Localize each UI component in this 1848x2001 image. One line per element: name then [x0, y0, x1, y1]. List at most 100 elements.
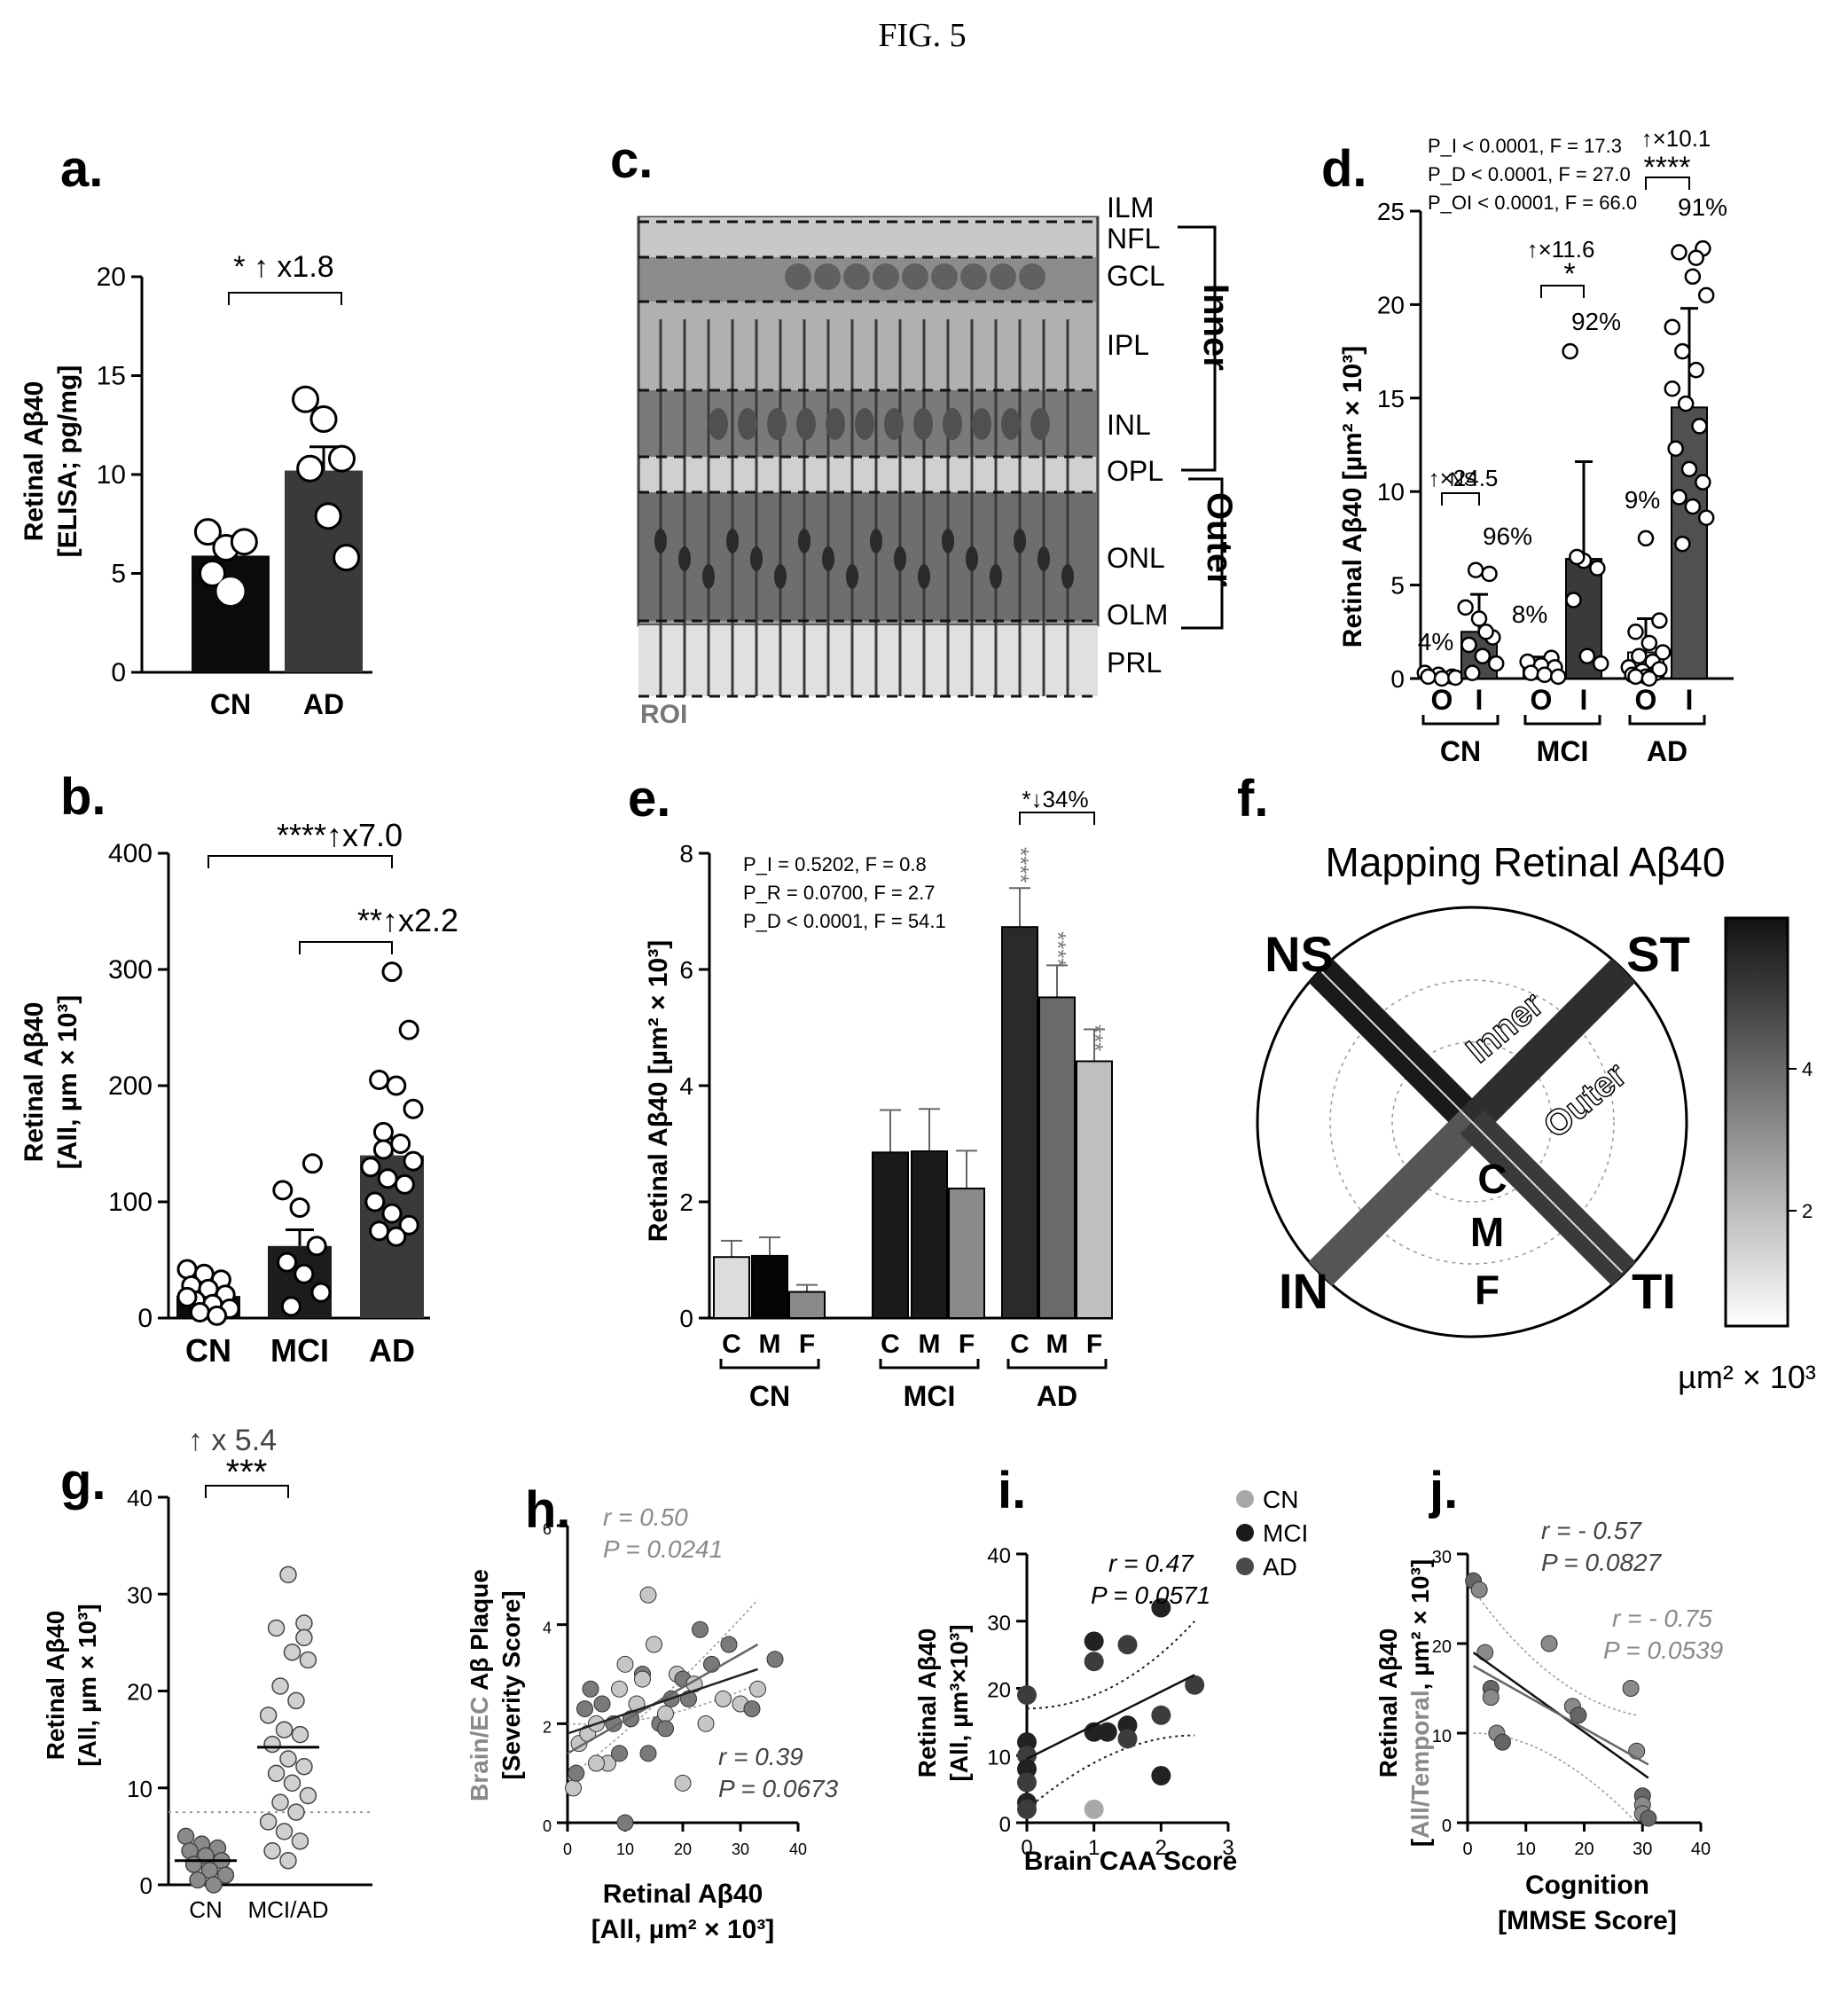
- panel-d-y-tick-label: 20: [1377, 291, 1405, 318]
- panel-b-point: [207, 1305, 228, 1326]
- panel-c-inner-bracket: [1178, 225, 1217, 472]
- panel-i-y-tick-label: 0: [999, 1813, 1011, 1837]
- panel-h-point: [593, 1695, 611, 1713]
- panel-c-layer-ilm: ILM: [1107, 192, 1154, 224]
- panel-d-point: [1592, 655, 1609, 672]
- panel-b-point: [280, 1296, 301, 1317]
- panel-j-ci-upper: [1472, 1589, 1637, 1716]
- panel-h-y-tick-label: 6: [543, 1520, 552, 1538]
- panel-b-point: [369, 1220, 390, 1242]
- panel-d-y-tick-label: 0: [1390, 665, 1405, 693]
- panel-d-fold: ↑×11.6: [1527, 236, 1595, 263]
- panel-d-point: [1684, 268, 1702, 286]
- panel-g-point: [259, 1707, 278, 1724]
- panel-b-point: [272, 1180, 294, 1201]
- panel-c-gcl-cell: [1019, 263, 1045, 290]
- panel-e-ylabel: Retinal Aβ40 [µm² × 10³]: [644, 940, 673, 1242]
- panel-d-point: [1677, 395, 1695, 412]
- panel-j-x-tick-label: 40: [1691, 1840, 1711, 1859]
- panel-h-ylabel-black: Aβ Plaque: [466, 1569, 493, 1697]
- panel-f-quadrant-ti: TI: [1632, 1263, 1676, 1319]
- panel-d-point: [1684, 498, 1702, 515]
- panel-g-point: [176, 1827, 195, 1846]
- panel-j-point: [1482, 1689, 1500, 1707]
- panel-e-group-bracket: [719, 1359, 820, 1369]
- panel-d-point: [1447, 669, 1464, 687]
- panel-i-ci-lower: [1026, 1734, 1195, 1810]
- panel-f-ring: [1329, 979, 1615, 1265]
- panel-i-x-tick-label: 2: [1155, 1836, 1167, 1860]
- panel-g-y-tick-label: 0: [140, 1872, 153, 1899]
- panel-e-sub-label: F: [1086, 1330, 1102, 1359]
- panel-c-onl-nucleus: [1061, 564, 1074, 589]
- panel-e-group-bracket: [879, 1359, 980, 1369]
- panel-i-xlabel: Brain CAA Score: [1024, 1847, 1238, 1876]
- panel-d-point: [1569, 548, 1586, 566]
- panel-c-gcl-cell: [785, 263, 811, 290]
- panel-b-point: [176, 1259, 198, 1280]
- panel-d-point: [1664, 381, 1681, 397]
- panel-i-x-tick-label: 0: [1021, 1836, 1032, 1860]
- panel-d-point: [1654, 644, 1672, 661]
- panel-d-sub-label: I: [1580, 684, 1588, 716]
- panel-h-point: [576, 1700, 593, 1718]
- panel-e-group-label: MCI: [904, 1380, 956, 1412]
- panel-d-sig: NS: [1450, 468, 1477, 490]
- panel-g-y-tick-label: 40: [127, 1485, 153, 1511]
- panel-e-sub-label: C: [722, 1330, 741, 1359]
- panel-g-fold: ↑ x 5.4: [188, 1424, 277, 1457]
- panel-g: g. Retinal Aβ40 [All, µm × 10³] 0 10 20 30 4…: [42, 1424, 372, 1923]
- panel-g-point: [189, 1871, 207, 1889]
- panel-c-inl-cell: [767, 408, 787, 440]
- panel-a-x-label: AD: [303, 688, 344, 720]
- panel-d-point: [1651, 612, 1668, 629]
- panel-c-inl-cell: [1030, 408, 1050, 440]
- panel-b-y-tick-label: 300: [108, 955, 153, 985]
- panel-d-letter: d.: [1321, 140, 1367, 198]
- panel-c-inl-cell: [709, 408, 728, 440]
- panel-i-point: [1084, 1652, 1104, 1672]
- panel-g-y-tick-label: 20: [127, 1679, 153, 1706]
- panel-f-quadrant-st: ST: [1626, 926, 1690, 982]
- panel-d-point: [1536, 666, 1554, 684]
- panel-e-sub-label: F: [799, 1330, 815, 1359]
- panel-j-ylabel-unit: [All/Temporal, µm² × 10³]: [1406, 1559, 1434, 1847]
- panel-h-ylabel-unit: [Severity Score]: [497, 1590, 525, 1779]
- panel-i-point: [1185, 1675, 1205, 1695]
- panel-g-point: [267, 1619, 286, 1637]
- panel-b-point: [381, 961, 403, 983]
- panel-c-gcl-cell: [873, 263, 899, 290]
- panel-i-y-tick-label: 30: [987, 1612, 1011, 1636]
- panel-h-point: [657, 1705, 674, 1722]
- panel-b-point: [176, 1286, 198, 1307]
- panel-f-divider: [1320, 970, 1624, 1274]
- panel-g-point: [299, 1651, 317, 1669]
- panel-i-point: [1117, 1729, 1138, 1749]
- panel-h-point: [697, 1715, 715, 1732]
- panel-f-sector-arm: [1308, 1110, 1484, 1286]
- panel-i-point: [1084, 1799, 1104, 1819]
- panel-e-stars: ****: [1007, 847, 1034, 883]
- panel-i-ylabel-unit: [All, µm³×10³]: [945, 1624, 973, 1781]
- panel-b-point: [360, 1157, 381, 1178]
- panel-d-ylabel: Retinal Aβ40 [µm² × 10³]: [1338, 346, 1367, 647]
- panel-c-inl-cell: [738, 408, 757, 440]
- panel-c-onl-nucleus: [1014, 529, 1026, 553]
- panel-d-point: [1627, 668, 1644, 686]
- panel-h-point: [720, 1636, 738, 1653]
- panel-d-group-bracket: [1523, 715, 1601, 726]
- panel-h-point: [657, 1720, 674, 1738]
- panel-c-inl-cell: [796, 408, 816, 440]
- panel-h-point: [565, 1779, 582, 1797]
- panel-a-point: [199, 560, 227, 587]
- panel-d-point: [1671, 489, 1687, 506]
- panel-b-x-label: AD: [369, 1332, 415, 1369]
- panel-d-point: [1460, 636, 1477, 654]
- panel-d-point: [1474, 647, 1492, 664]
- panel-d-pct-inner: 92%: [1571, 308, 1621, 335]
- panel-b-plot: 0 100 200 300 400 CN MCI AD ****↑x7.0 **↑x2.2: [108, 817, 458, 1369]
- panel-e-bar: [1076, 1060, 1113, 1319]
